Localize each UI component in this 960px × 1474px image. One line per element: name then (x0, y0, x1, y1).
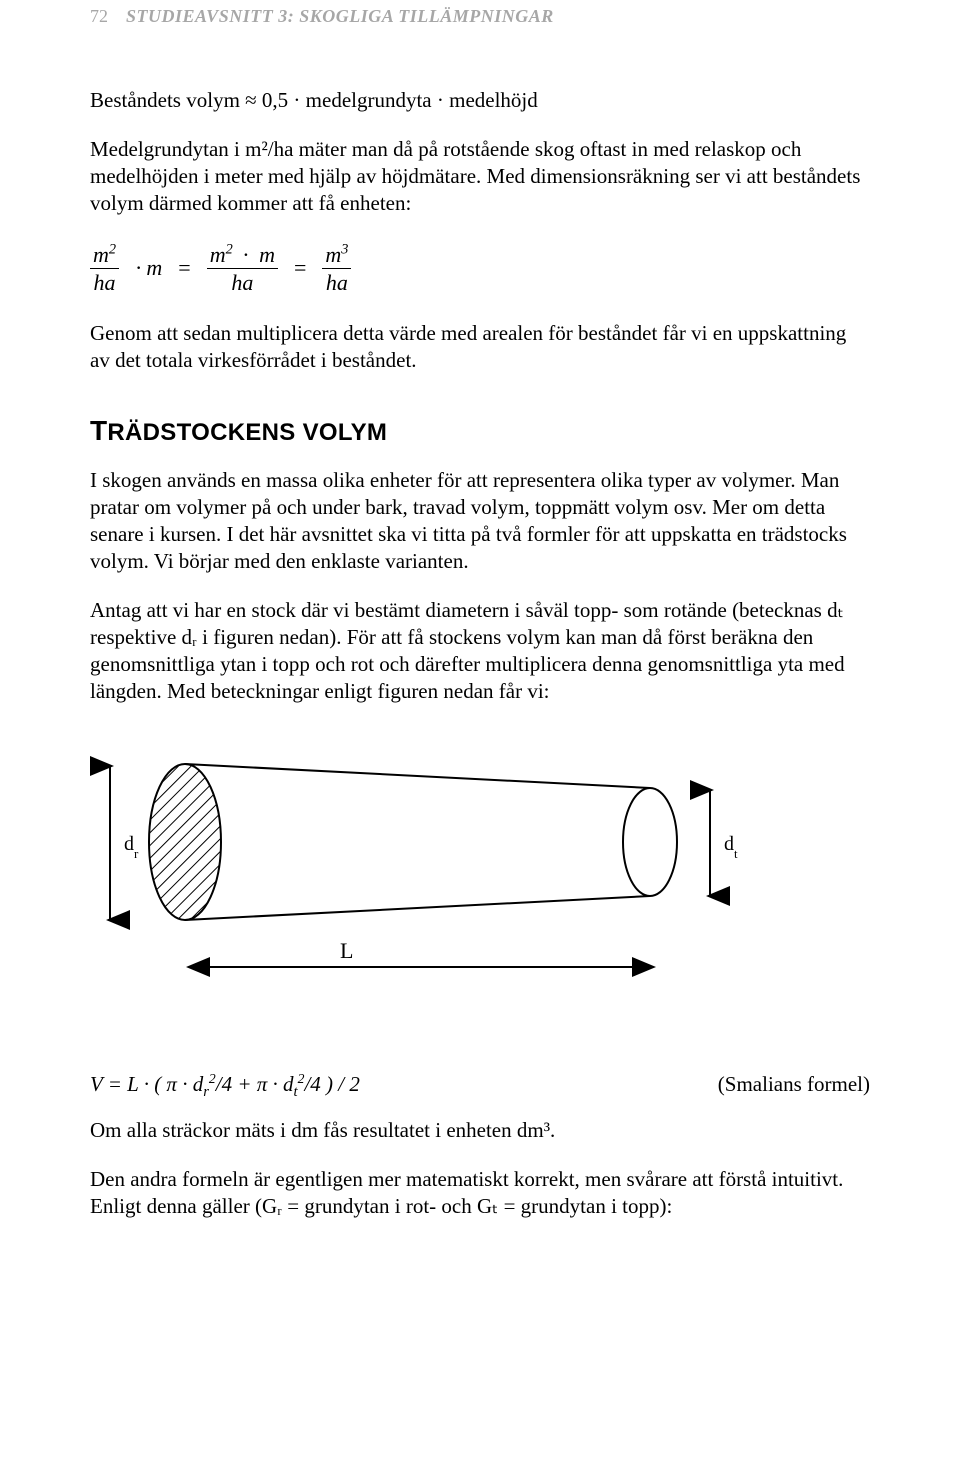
log-svg: dr dt L (90, 752, 810, 1002)
frac3-den: ha (326, 269, 348, 294)
mult-m: ·m (131, 255, 162, 281)
page: 72 STUDIEAVSNITT 3: SKOGLIGA TILLÄMPNING… (0, 0, 960, 1260)
frac2-num: m2 · m (207, 243, 278, 269)
page-header: 72 STUDIEAVSNITT 3: SKOGLIGA TILLÄMPNING… (90, 0, 870, 27)
frac2-den: ha (231, 269, 253, 294)
fraction-3: m3 ha (322, 243, 351, 294)
heading-rest: RÄDSTOCKENS VOLYM (107, 419, 387, 446)
after-equation-para: Genom att sedan multiplicera detta värde… (90, 320, 870, 374)
equals-1: = (174, 255, 194, 281)
svg-text:dt: dt (724, 833, 738, 861)
smalian-formula-row: V = L · ( π · dr2/4 + π · dt2/4 ) / 2 (S… (90, 1072, 870, 1097)
unit-note: Om alla sträckor mäts i dm fås resultate… (90, 1117, 870, 1144)
header-title: STUDIEAVSNITT 3: SKOGLIGA TILLÄMPNINGAR (126, 6, 554, 27)
smalian-formula: V = L · ( π · dr2/4 + π · dt2/4 ) / 2 (90, 1072, 360, 1097)
frac1-den: ha (94, 269, 116, 294)
dimension-equation: m2 ha ·m = m2 · m ha = m3 ha (90, 243, 870, 294)
svg-text:L: L (340, 938, 353, 963)
fraction-2: m2 · m ha (207, 243, 278, 294)
fraction-1: m2 ha (90, 243, 119, 294)
heading-first: T (90, 415, 107, 446)
intro-formula: Beståndets volym ≈ 0,5 · medelgrundyta ·… (90, 87, 870, 114)
section-para-1: I skogen används en massa olika enheter … (90, 467, 870, 575)
svg-text:dr: dr (124, 833, 139, 861)
log-diagram: dr dt L (90, 752, 870, 1002)
intro-para: Medelgrundytan i m²/ha mäter man då på r… (90, 136, 870, 217)
frac3-num: m3 (322, 243, 351, 269)
closing-para: Den andra formeln är egentligen mer mate… (90, 1166, 870, 1220)
equals-2: = (290, 255, 310, 281)
frac1-num: m2 (90, 243, 119, 269)
smalian-label: (Smalians formel) (718, 1072, 870, 1097)
section-heading: TRÄDSTOCKENS VOLYM (90, 415, 870, 447)
page-number: 72 (90, 6, 108, 27)
section-para-2: Antag att vi har en stock där vi bestämt… (90, 597, 870, 705)
